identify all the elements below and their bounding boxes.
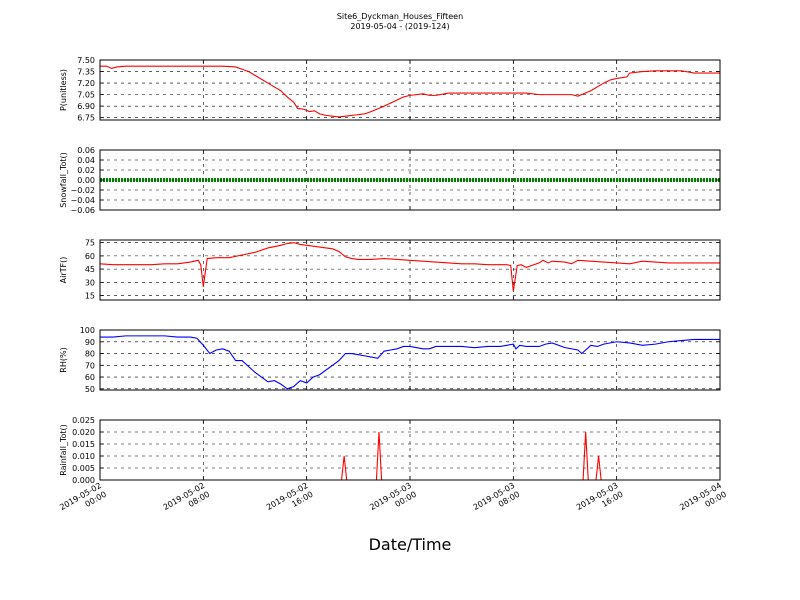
series-line-2-0 (99, 242, 720, 292)
y-tick-label: 0.06 (77, 146, 95, 155)
x-tick-label: 2019-05-0216:00 (265, 481, 315, 521)
y-tick-label: 45 (85, 265, 95, 274)
x-axis-label: Date/Time (369, 535, 452, 554)
x-tick-labels: 2019-05-0200:00 2019-05-0208:00 2019-05-02… (58, 481, 728, 521)
panel-4: 0.000 0.005 0.010 0.015 0.020 0.025 Rainfall_T… (59, 416, 721, 485)
y-tick-label: 15 (85, 292, 95, 301)
x-tick-label: 2019-05-0200:00 (58, 481, 108, 521)
y-tick-label: −0.06 (70, 206, 95, 215)
y-tick-label: −0.02 (70, 186, 95, 195)
panel-2: 15 30 45 60 75 AirTF() (59, 239, 721, 301)
y-tick-label: 70 (85, 361, 95, 370)
y-axis-label: P(unitless) (59, 69, 68, 111)
y-tick-label: 80 (85, 350, 95, 359)
y-tick-label: 0.000 (72, 476, 95, 485)
panel-1: −0.06−0.04−0.020.000.020.040.06 Snowfall_… (59, 146, 721, 215)
y-tick-label: 7.20 (77, 79, 95, 88)
y-tick-label: 0.02 (77, 166, 95, 175)
chart-panels: 6.75 6.90 7.05 7.20 7.35 7.50 P(unitless) −0.06… (59, 56, 721, 485)
y-tick-label: 0.00 (77, 176, 95, 185)
y-tick-label: 60 (85, 252, 95, 261)
y-axis-label: RH(%) (59, 347, 68, 372)
y-tick-label: 0.020 (72, 428, 95, 437)
series-line-0-0 (100, 65, 720, 118)
panel-3: 50 60 70 80 90 100 RH(%) (59, 326, 721, 394)
y-tick-label: 50 (85, 385, 95, 394)
chart-title-line1: Site6_Dyckman_Houses_Fifteen (337, 12, 463, 21)
y-tick-label: 75 (85, 239, 95, 248)
y-tick-label: 90 (85, 338, 95, 347)
y-tick-label: 7.35 (77, 68, 95, 77)
y-axis-label: Snowfall_Tot() (59, 152, 68, 208)
panel-0: 6.75 6.90 7.05 7.20 7.35 7.50 P(unitless) (59, 56, 721, 123)
x-tick-label: 2019-05-0300:00 (368, 481, 418, 521)
y-tick-label: 100 (80, 326, 95, 335)
y-tick-label: 0.005 (72, 464, 95, 473)
y-tick-label: 7.05 (77, 91, 95, 100)
x-tick-label: 2019-05-0316:00 (575, 481, 625, 521)
x-tick-label: 2019-05-0400:00 (678, 481, 728, 521)
series-line-3-0 (100, 335, 720, 390)
y-axis-label: AirTF() (59, 257, 68, 284)
y-axis-label: Rainfall_Tot() (59, 424, 68, 476)
y-tick-label: 60 (85, 373, 95, 382)
chart-title-line2: 2019-05-04 - (2019-124) (350, 22, 449, 31)
y-tick-label: 6.75 (77, 114, 95, 123)
y-tick-label: 30 (85, 278, 95, 287)
y-tick-label: −0.04 (70, 196, 95, 205)
y-tick-label: 0.015 (72, 440, 95, 449)
y-tick-label: 0.025 (72, 416, 95, 425)
y-tick-label: 0.010 (72, 452, 95, 461)
y-tick-label: 0.04 (77, 156, 95, 165)
x-tick-label: 2019-05-0208:00 (162, 481, 212, 521)
x-tick-label: 2019-05-0308:00 (472, 481, 522, 521)
y-tick-label: 7.50 (77, 56, 95, 65)
y-tick-label: 6.90 (77, 102, 95, 111)
